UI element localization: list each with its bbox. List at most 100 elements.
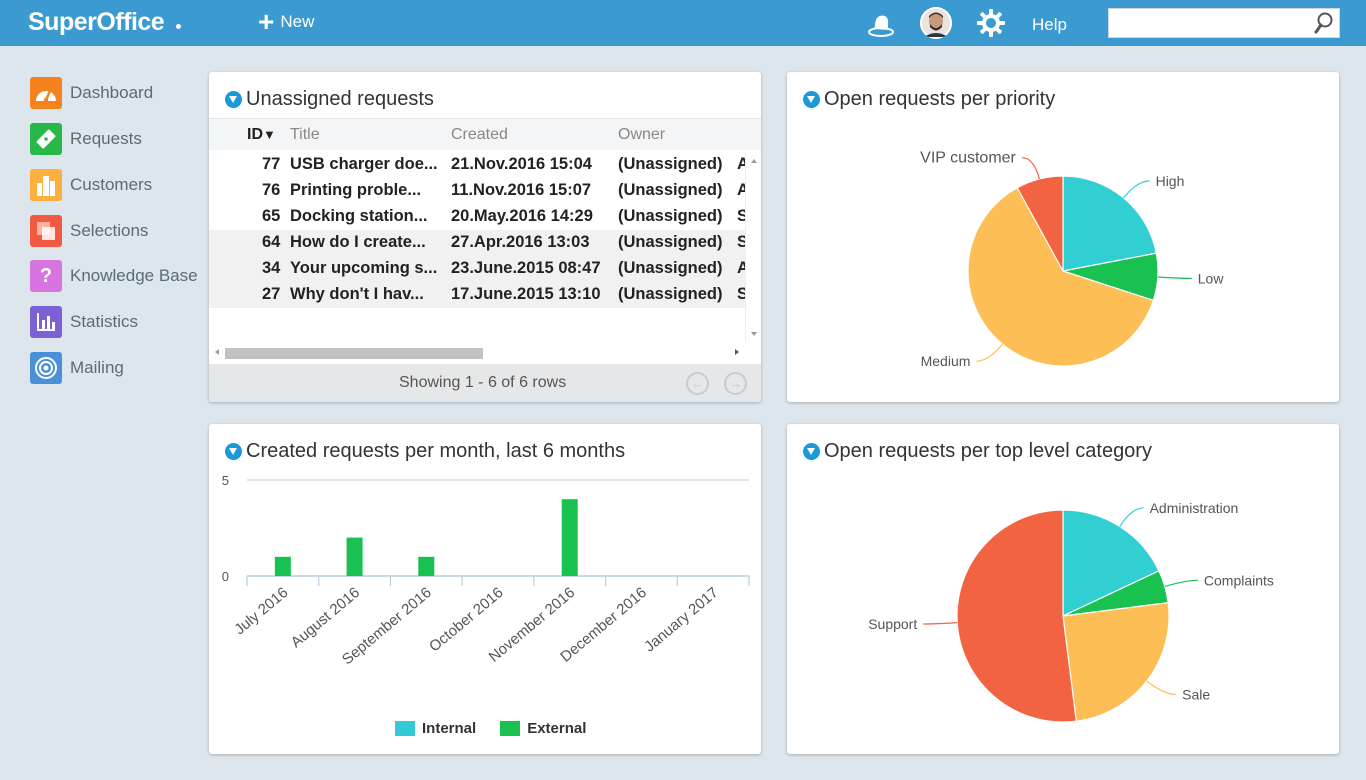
user-avatar[interactable] bbox=[920, 7, 952, 39]
prev-page-icon[interactable]: ← bbox=[686, 372, 709, 395]
table-row[interactable]: 27 Why don't I hav... 17.June.2015 13:10… bbox=[209, 282, 748, 308]
panel-title: Unassigned requests bbox=[246, 88, 434, 110]
bar-external-september-2016[interactable] bbox=[418, 556, 435, 576]
collapse-toggle-icon[interactable] bbox=[225, 443, 242, 460]
question-icon: ? bbox=[30, 260, 62, 292]
table-row[interactable]: 64 How do I create... 27.Apr.2016 13:03 … bbox=[209, 230, 748, 256]
panel-header: Unassigned requests bbox=[225, 88, 434, 111]
column-header-title[interactable]: Title bbox=[290, 126, 320, 143]
horizontal-scrollbar[interactable] bbox=[209, 344, 745, 360]
legend-swatch-internal bbox=[395, 721, 415, 736]
new-button[interactable]: + New bbox=[258, 6, 315, 37]
leader-line bbox=[1021, 157, 1040, 180]
column-header-id[interactable]: ID▼ bbox=[247, 126, 276, 143]
sidebar-item-mailing[interactable]: Mailing bbox=[30, 352, 124, 384]
table-body: 77 USB charger doe... 21.Nov.2016 15:04 … bbox=[209, 152, 749, 308]
help-link[interactable]: Help bbox=[1032, 15, 1067, 34]
panel-header: Created requests per month, last 6 month… bbox=[225, 440, 625, 463]
leader-line bbox=[1157, 276, 1192, 279]
pie-label-sale: Sale bbox=[1182, 686, 1210, 702]
table-row[interactable]: 76 Printing proble... 11.Nov.2016 15:07 … bbox=[262, 181, 749, 199]
buildings-icon bbox=[30, 169, 62, 201]
sidebar-item-statistics[interactable]: Statistics bbox=[30, 306, 138, 338]
scroll-arrows bbox=[751, 159, 757, 336]
sidebar-item-dashboard[interactable]: Dashboard bbox=[30, 77, 153, 109]
y-tick-label: 5 bbox=[222, 473, 229, 488]
sidebar-item-label: Selections bbox=[70, 221, 149, 240]
sidebar-item-label: Customers bbox=[70, 175, 153, 194]
column-header-created[interactable]: Created bbox=[451, 126, 508, 143]
plus-icon: + bbox=[258, 6, 275, 37]
sort-desc-icon: ▼ bbox=[263, 127, 276, 142]
column-header-owner[interactable]: Owner bbox=[618, 126, 666, 143]
collapse-toggle-icon[interactable] bbox=[803, 91, 820, 108]
table-row[interactable]: 77 USB charger doe... 21.Nov.2016 15:04 … bbox=[262, 155, 749, 173]
monthly-panel: Created requests per month, last 6 month… bbox=[209, 424, 761, 754]
category-pie-chart: Administration Complaints Sale Support bbox=[868, 500, 1274, 723]
sidebar-item-customers[interactable]: Customers bbox=[30, 169, 152, 201]
table-row[interactable]: 65 Docking station... 20.May.2016 14:29 … bbox=[262, 207, 749, 225]
sidebar-item-label: Dashboard bbox=[70, 83, 154, 102]
pie-label-support: Support bbox=[868, 616, 917, 632]
scrollbar-thumb[interactable] bbox=[225, 348, 483, 359]
sidebar-item-requests[interactable]: Requests bbox=[30, 123, 142, 155]
sidebar-item-label: Mailing bbox=[70, 358, 124, 377]
x-tick-label-august-2016: August 2016 bbox=[288, 584, 363, 651]
collapse-toggle-icon[interactable] bbox=[803, 443, 820, 460]
row-count-text: Showing 1 - 6 of 6 rows bbox=[399, 374, 567, 391]
sidebar-item-selections[interactable]: Selections bbox=[30, 215, 148, 247]
target-icon bbox=[30, 352, 62, 384]
collapse-toggle-icon[interactable] bbox=[225, 91, 242, 108]
search-icon[interactable] bbox=[1313, 11, 1335, 35]
pie-slice-high[interactable] bbox=[1062, 175, 1158, 272]
leader-line bbox=[976, 343, 1003, 362]
selection-icon bbox=[30, 215, 62, 247]
unassigned-requests-panel: Unassigned requests ID▼ Title Created Ow… bbox=[209, 72, 761, 402]
notification-bell-icon[interactable] bbox=[866, 9, 896, 39]
speedometer-icon bbox=[30, 77, 62, 109]
search-input[interactable] bbox=[1109, 9, 1309, 37]
bar-chart-icon bbox=[30, 306, 62, 338]
top-bar: SuperOffice + New Help bbox=[0, 0, 1366, 46]
leader-line bbox=[1164, 579, 1198, 588]
pie-label-complaints: Complaints bbox=[1204, 572, 1274, 588]
logo-dot bbox=[176, 24, 181, 29]
new-button-label: New bbox=[280, 12, 315, 31]
table-row[interactable]: 34 Your upcoming s... 23.June.2015 08:47… bbox=[209, 256, 749, 282]
avatar-image bbox=[920, 7, 952, 39]
panel-title: Open requests per priority bbox=[824, 88, 1056, 110]
legend-label-external: External bbox=[527, 720, 587, 737]
search-box bbox=[1108, 8, 1340, 38]
sidebar-item-knowledge-base[interactable]: ? Knowledge Base bbox=[30, 260, 198, 292]
next-page-icon[interactable]: → bbox=[724, 372, 747, 395]
leader-line bbox=[923, 622, 958, 625]
legend-label-internal: Internal bbox=[422, 720, 477, 737]
pie-slice-sale[interactable] bbox=[1062, 602, 1170, 722]
pie-label-administration: Administration bbox=[1150, 500, 1239, 516]
table-footer: Showing 1 - 6 of 6 rows ← → bbox=[209, 364, 761, 402]
panel-title: Created requests per month, last 6 month… bbox=[246, 440, 626, 462]
panel-header: Open requests per top level category bbox=[803, 440, 1152, 463]
x-tick-label-january-2017: January 2017 bbox=[641, 584, 722, 655]
app-logo[interactable]: SuperOffice bbox=[28, 8, 165, 36]
bar-external-august-2016[interactable] bbox=[346, 537, 363, 576]
y-tick-label: 0 bbox=[222, 569, 229, 584]
vertical-scrollbar[interactable] bbox=[745, 152, 761, 342]
pie-label-low: Low bbox=[1198, 270, 1225, 286]
pie-slice-support[interactable] bbox=[956, 509, 1077, 723]
leader-line bbox=[1146, 680, 1177, 696]
sidebar-item-label: Knowledge Base bbox=[70, 266, 198, 285]
leader-line bbox=[1119, 507, 1144, 527]
category-panel: Open requests per top level category Adm… bbox=[787, 424, 1339, 754]
pie-label-vip-customer: VIP customer bbox=[920, 150, 1016, 167]
settings-gear-icon[interactable] bbox=[976, 8, 1006, 38]
pie-label-medium: Medium bbox=[921, 353, 971, 369]
ticket-icon bbox=[30, 123, 62, 155]
priority-pie-chart: High Low Medium VIP customer bbox=[920, 150, 1225, 369]
bar-external-november-2016[interactable] bbox=[561, 499, 578, 576]
pie-label-high: High bbox=[1156, 173, 1185, 189]
hscroll-arrows bbox=[215, 349, 739, 355]
sidebar-item-label: Requests bbox=[70, 129, 142, 148]
bar-external-july-2016[interactable] bbox=[274, 556, 291, 576]
